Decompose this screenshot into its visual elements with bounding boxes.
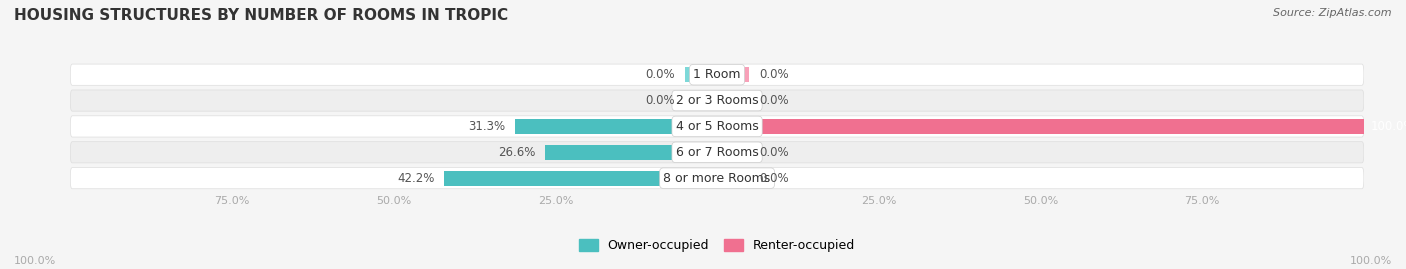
- Text: 4 or 5 Rooms: 4 or 5 Rooms: [676, 120, 758, 133]
- Bar: [717, 67, 749, 82]
- Text: Source: ZipAtlas.com: Source: ZipAtlas.com: [1274, 8, 1392, 18]
- Bar: [546, 145, 717, 160]
- Text: 0.0%: 0.0%: [645, 94, 675, 107]
- FancyBboxPatch shape: [70, 64, 1364, 85]
- FancyBboxPatch shape: [70, 168, 1364, 189]
- Text: 0.0%: 0.0%: [645, 68, 675, 81]
- Text: 6 or 7 Rooms: 6 or 7 Rooms: [676, 146, 758, 159]
- Legend: Owner-occupied, Renter-occupied: Owner-occupied, Renter-occupied: [574, 234, 860, 257]
- FancyBboxPatch shape: [70, 90, 1364, 111]
- Text: 0.0%: 0.0%: [759, 94, 789, 107]
- Text: 31.3%: 31.3%: [468, 120, 505, 133]
- FancyBboxPatch shape: [70, 142, 1364, 163]
- Text: 26.6%: 26.6%: [498, 146, 536, 159]
- Bar: [685, 93, 717, 108]
- FancyBboxPatch shape: [70, 116, 1364, 137]
- Bar: [515, 119, 717, 134]
- Bar: [717, 145, 749, 160]
- Text: 100.0%: 100.0%: [1350, 256, 1392, 266]
- Bar: [685, 67, 717, 82]
- Bar: [717, 171, 749, 186]
- Bar: [717, 93, 749, 108]
- Text: 0.0%: 0.0%: [759, 146, 789, 159]
- Text: 100.0%: 100.0%: [14, 256, 56, 266]
- Text: 0.0%: 0.0%: [759, 68, 789, 81]
- Bar: [717, 119, 1364, 134]
- Text: 1 Room: 1 Room: [693, 68, 741, 81]
- Text: 100.0%: 100.0%: [1371, 120, 1406, 133]
- Bar: [444, 171, 717, 186]
- Text: HOUSING STRUCTURES BY NUMBER OF ROOMS IN TROPIC: HOUSING STRUCTURES BY NUMBER OF ROOMS IN…: [14, 8, 508, 23]
- Text: 8 or more Rooms: 8 or more Rooms: [664, 172, 770, 185]
- Text: 2 or 3 Rooms: 2 or 3 Rooms: [676, 94, 758, 107]
- Text: 0.0%: 0.0%: [759, 172, 789, 185]
- Text: 42.2%: 42.2%: [396, 172, 434, 185]
